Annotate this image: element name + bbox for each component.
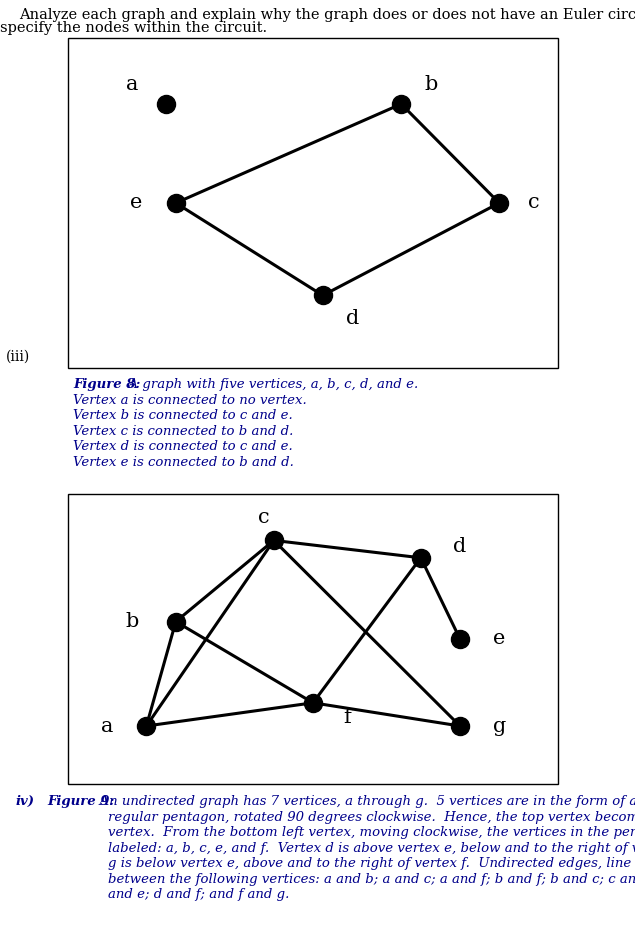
Text: Vertex c is connected to b and d.: Vertex c is connected to b and d. <box>73 424 293 438</box>
Text: Vertex d is connected to c and e.: Vertex d is connected to c and e. <box>73 440 293 454</box>
Text: specify the nodes within the circuit.: specify the nodes within the circuit. <box>0 21 267 35</box>
Text: Analyze each graph and explain why the graph does or does not have an Euler circ: Analyze each graph and explain why the g… <box>19 8 635 22</box>
Text: Figure 9:: Figure 9: <box>48 795 115 808</box>
Text: Figure 8:: Figure 8: <box>73 378 140 391</box>
Text: a: a <box>101 717 114 736</box>
Text: labeled: a, b, c, e, and f.  Vertex d is above vertex e, below and to the right : labeled: a, b, c, e, and f. Vertex d is … <box>91 842 635 854</box>
Text: d: d <box>345 309 359 328</box>
Text: regular pentagon, rotated 90 degrees clockwise.  Hence, the top vertex becomes t: regular pentagon, rotated 90 degrees clo… <box>91 811 635 823</box>
Text: c: c <box>258 507 270 527</box>
Text: a: a <box>126 74 138 93</box>
Text: e: e <box>493 630 505 649</box>
Text: f: f <box>344 708 351 727</box>
Text: g is below vertex e, above and to the right of vertex f.  Undirected edges, line: g is below vertex e, above and to the ri… <box>91 857 635 870</box>
Text: e: e <box>130 193 143 212</box>
Text: and e; d and f; and f and g.: and e; d and f; and f and g. <box>91 888 289 902</box>
Text: A graph with five vertices, a, b, c, d, and e.: A graph with five vertices, a, b, c, d, … <box>120 378 418 391</box>
Text: g: g <box>493 717 506 736</box>
Text: d: d <box>453 537 467 555</box>
Text: c: c <box>528 193 539 212</box>
Text: An undirected graph has 7 vertices, a through g.  5 vertices are in the form of : An undirected graph has 7 vertices, a th… <box>91 795 635 808</box>
Text: between the following vertices: a and b; a and c; a and f; b and f; b and c; c a: between the following vertices: a and b;… <box>91 873 635 885</box>
Text: Vertex b is connected to c and e.: Vertex b is connected to c and e. <box>73 409 293 422</box>
Text: vertex.  From the bottom left vertex, moving clockwise, the vertices in the pent: vertex. From the bottom left vertex, mov… <box>91 826 635 839</box>
Text: b: b <box>424 74 438 93</box>
Text: iv): iv) <box>16 795 35 808</box>
Text: (iii): (iii) <box>6 349 30 363</box>
Text: Vertex e is connected to b and d.: Vertex e is connected to b and d. <box>73 455 294 469</box>
Text: Vertex a is connected to no vertex.: Vertex a is connected to no vertex. <box>73 393 307 406</box>
Text: b: b <box>125 612 138 631</box>
